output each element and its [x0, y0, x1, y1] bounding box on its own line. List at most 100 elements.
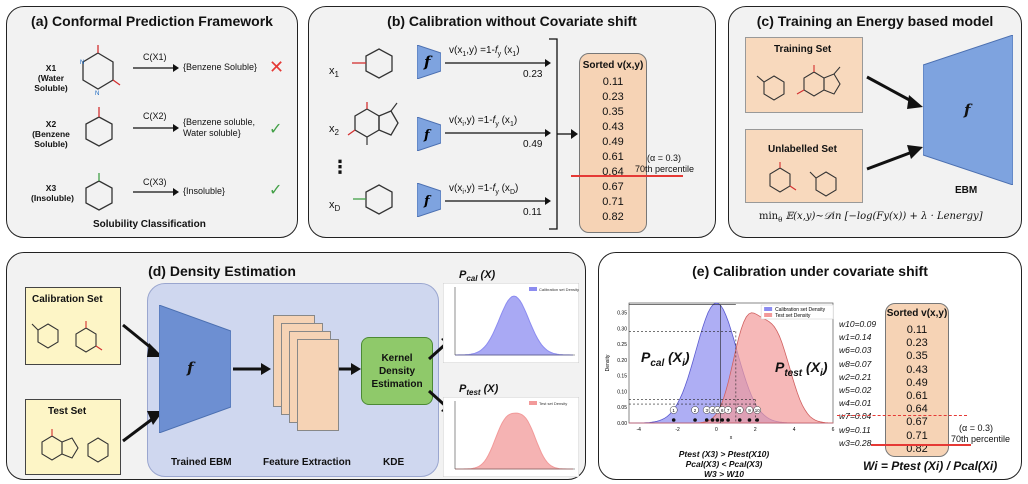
svg-text:N: N — [95, 91, 99, 97]
data-point — [737, 418, 742, 422]
check-icon: ✓ — [269, 121, 283, 138]
sorted-scores-box: Sorted v(x,y) 0.11 0.23 0.35 0.43 0.49 0.61 0.… — [579, 53, 647, 233]
point-label: 9 — [748, 408, 751, 413]
molecule-chlorobenzene-icon — [85, 173, 113, 211]
legend-box — [760, 304, 834, 320]
cross-icon: ✕ — [269, 57, 285, 77]
sorted-value: 0.61 — [602, 151, 624, 163]
sorted-value: 0.67 — [602, 181, 624, 193]
data-point — [726, 418, 730, 422]
y-tick-label: 0.30 — [617, 326, 627, 332]
molecule-caffeine-icon — [347, 102, 399, 145]
x3-label: X3 (Insoluble) — [31, 183, 74, 203]
weight-label: w3=0.28 — [839, 437, 872, 448]
panel-d-title: (d) Density Estimation — [148, 263, 296, 279]
legend-swatch — [529, 401, 537, 405]
kde-label: KDE — [383, 457, 405, 468]
kde-box-label: Kernel Density Estimation — [371, 352, 423, 390]
svg-text:f: f — [423, 194, 432, 209]
brace-arrow-icon — [549, 38, 578, 230]
sorted-value: 0.49 — [906, 376, 928, 389]
calibration-density-mini-plot: Calibration set Density — [443, 283, 579, 363]
unlabelled-set-label: Unlabelled Set — [768, 144, 837, 155]
x1-label: X1 (Water Soluble) — [34, 63, 68, 93]
arrow-to-features-icon — [233, 363, 271, 375]
sorted-weighted-scores-box: Sorted v(x,y) 0.11 0.23 0.35 0.43 0.49 0.61 0.… — [885, 303, 949, 457]
sorted-value: 0.82 — [602, 211, 624, 223]
score-formula-d: v(xi,y) =1-fy (xD) — [449, 183, 519, 196]
arrow-icon — [133, 64, 179, 72]
weight-label: w4=0.01 — [839, 398, 872, 409]
sorted-value: 0.67 — [906, 416, 928, 429]
point-label-circle — [691, 406, 699, 414]
y-tick-label: 0.10 — [617, 389, 627, 395]
sorted-value: 0.11 — [602, 76, 624, 88]
input-x1-label: x1 — [329, 65, 339, 80]
y-tick-label: 0.35 — [617, 310, 627, 316]
point-label-circle — [753, 406, 762, 414]
pcal-label: Pcal (X) — [459, 269, 496, 284]
panel-conformal-framework: (a) Conformal Prediction Framework X1 (Wa… — [6, 6, 298, 238]
point-label: 2 — [694, 408, 697, 413]
pcal-xi-label: Pcal (Xi) — [641, 349, 690, 369]
molecule-benzaldehyde-icon — [85, 107, 113, 147]
point-label: 5 — [716, 408, 719, 413]
score-value-d: 0.11 — [523, 207, 542, 218]
x1-result: {Benzene Soluble} — [183, 62, 258, 72]
percentile-label: 70th percentile — [635, 164, 695, 174]
x-axis-label: x — [730, 435, 733, 441]
test-density-mini-plot: Test set Density — [443, 397, 579, 477]
weight-label: w10=0.09 — [839, 319, 877, 329]
score-value-2: 0.49 — [523, 139, 543, 150]
sorted-value: 0.49 — [602, 136, 624, 148]
model-f-trapezoid: f — [417, 183, 441, 217]
unlabelled-molecules-icon — [769, 162, 837, 197]
threshold-line — [571, 175, 683, 177]
threshold-line — [871, 444, 971, 446]
point-label: 10 — [755, 408, 761, 413]
training-set-box: Training Set — [745, 37, 863, 113]
alpha-label: (α = 0.3) — [959, 423, 993, 433]
x-tick-label: 6 — [832, 427, 835, 433]
point-label-circle — [735, 406, 744, 414]
sorted-value: 0.64 — [906, 403, 928, 416]
data-point — [747, 418, 752, 422]
data-point — [704, 418, 709, 422]
weight-formula: Wi = Ptest (Xi) / Pcal(Xi) — [863, 459, 998, 473]
legend-swatch — [764, 313, 773, 317]
x2-result: {Benzene soluble, Water soluble} — [183, 117, 256, 138]
x3-result: {Insoluble} — [183, 186, 226, 196]
point-label-circle — [745, 406, 754, 414]
panel-b-title: (b) Calibration without Covariate shift — [387, 13, 637, 29]
point-label: 6 — [721, 408, 724, 413]
trained-ebm-f: f — [187, 359, 194, 377]
sorted-value: 0.23 — [906, 337, 928, 350]
data-point — [715, 418, 720, 422]
sorted-value: 0.43 — [906, 363, 928, 376]
training-molecules-icon — [756, 65, 841, 101]
weight-label: w9=0.11 — [839, 424, 871, 435]
arrow-to-kde-icon — [339, 363, 361, 375]
dashed-threshold-line — [837, 415, 967, 416]
alpha-label: (α = 0.3) — [647, 153, 681, 163]
panel-calibration-no-shift: (b) Calibration without Covariate shift … — [308, 6, 716, 238]
condition-text: Ptest (X3) > Ptest(X10) Pcal(X3) < Pcal(… — [678, 449, 770, 479]
data-point — [710, 418, 715, 422]
point-label: 4 — [711, 408, 714, 413]
calibration-molecules-icon — [31, 321, 103, 353]
y-tick-label: 0.25 — [617, 342, 627, 348]
model-f-trapezoid: f — [417, 117, 441, 151]
c-x3-label: C(X3) — [143, 177, 167, 187]
y-axis-label: Density — [605, 354, 611, 371]
weight-label: w1=0.14 — [839, 332, 872, 343]
test-set-label: Test Set — [48, 406, 87, 417]
point-label: 8 — [738, 408, 741, 413]
test-molecules-icon — [41, 429, 109, 463]
panel-density-estimation: (d) Density Estimation Calibration Set T… — [6, 252, 586, 480]
panel-e-title: (e) Calibration under covariate shift — [692, 263, 928, 279]
x-tick-label: 2 — [754, 427, 757, 433]
sorted-value: 0.61 — [906, 390, 928, 402]
ptest-xi-label: Ptest (Xi) — [775, 359, 828, 379]
unlabelled-set-box: Unlabelled Set — [745, 129, 863, 203]
check-icon: ✓ — [269, 182, 283, 199]
